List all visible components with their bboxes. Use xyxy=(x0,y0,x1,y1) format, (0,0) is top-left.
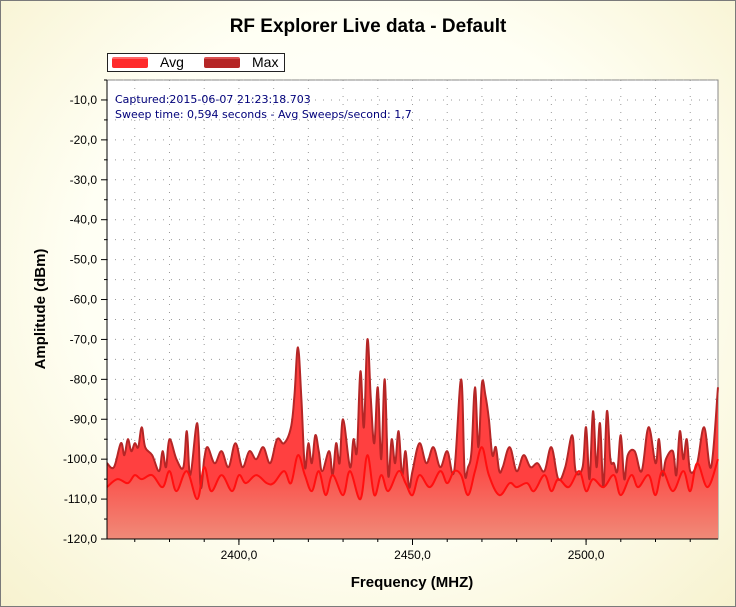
y-tick-label: -40,0 xyxy=(70,213,98,227)
avg-area xyxy=(107,447,718,539)
y-tick-label: -100,0 xyxy=(63,452,97,466)
legend: Avg Max xyxy=(107,53,285,72)
x-tick-label: 2450,0 xyxy=(394,548,431,562)
x-axis-title: Frequency (MHZ) xyxy=(351,574,474,591)
chart-title: RF Explorer Live data - Default xyxy=(229,16,507,37)
y-tick-label: -50,0 xyxy=(70,253,98,267)
y-tick-label: -60,0 xyxy=(70,293,98,307)
axes: -10,0 -20,0 -30,0 -40,0 -50,0 -60,0 -70,0 -80,0… xyxy=(63,79,718,562)
x-tick-label: 2500,0 xyxy=(568,548,605,562)
series-layer xyxy=(106,338,719,539)
y-axis-title: Amplitude (dBm) xyxy=(32,249,49,370)
y-tick-label: -80,0 xyxy=(70,372,98,386)
avg-line xyxy=(106,446,719,501)
captured-info: Captured:2015-06-07 21:23:18.703 xyxy=(115,93,311,106)
y-tick-label: -10,0 xyxy=(70,93,98,107)
legend-label-max: Max xyxy=(252,54,279,70)
y-tick-label: -30,0 xyxy=(70,173,98,187)
y-tick-label: -120,0 xyxy=(63,532,97,546)
y-tick-label: -110,0 xyxy=(64,492,97,506)
legend-swatch-max xyxy=(204,57,240,68)
y-tick-label: -90,0 xyxy=(70,412,98,426)
legend-swatch-avg xyxy=(112,57,148,68)
legend-label-avg: Avg xyxy=(160,54,184,70)
x-tick-label: 2400,0 xyxy=(221,548,258,562)
y-tick-label: -70,0 xyxy=(70,332,98,346)
y-tick-label: -20,0 xyxy=(70,133,98,147)
sweep-info: Sweep time: 0,594 seconds - Avg Sweeps/s… xyxy=(115,108,412,121)
